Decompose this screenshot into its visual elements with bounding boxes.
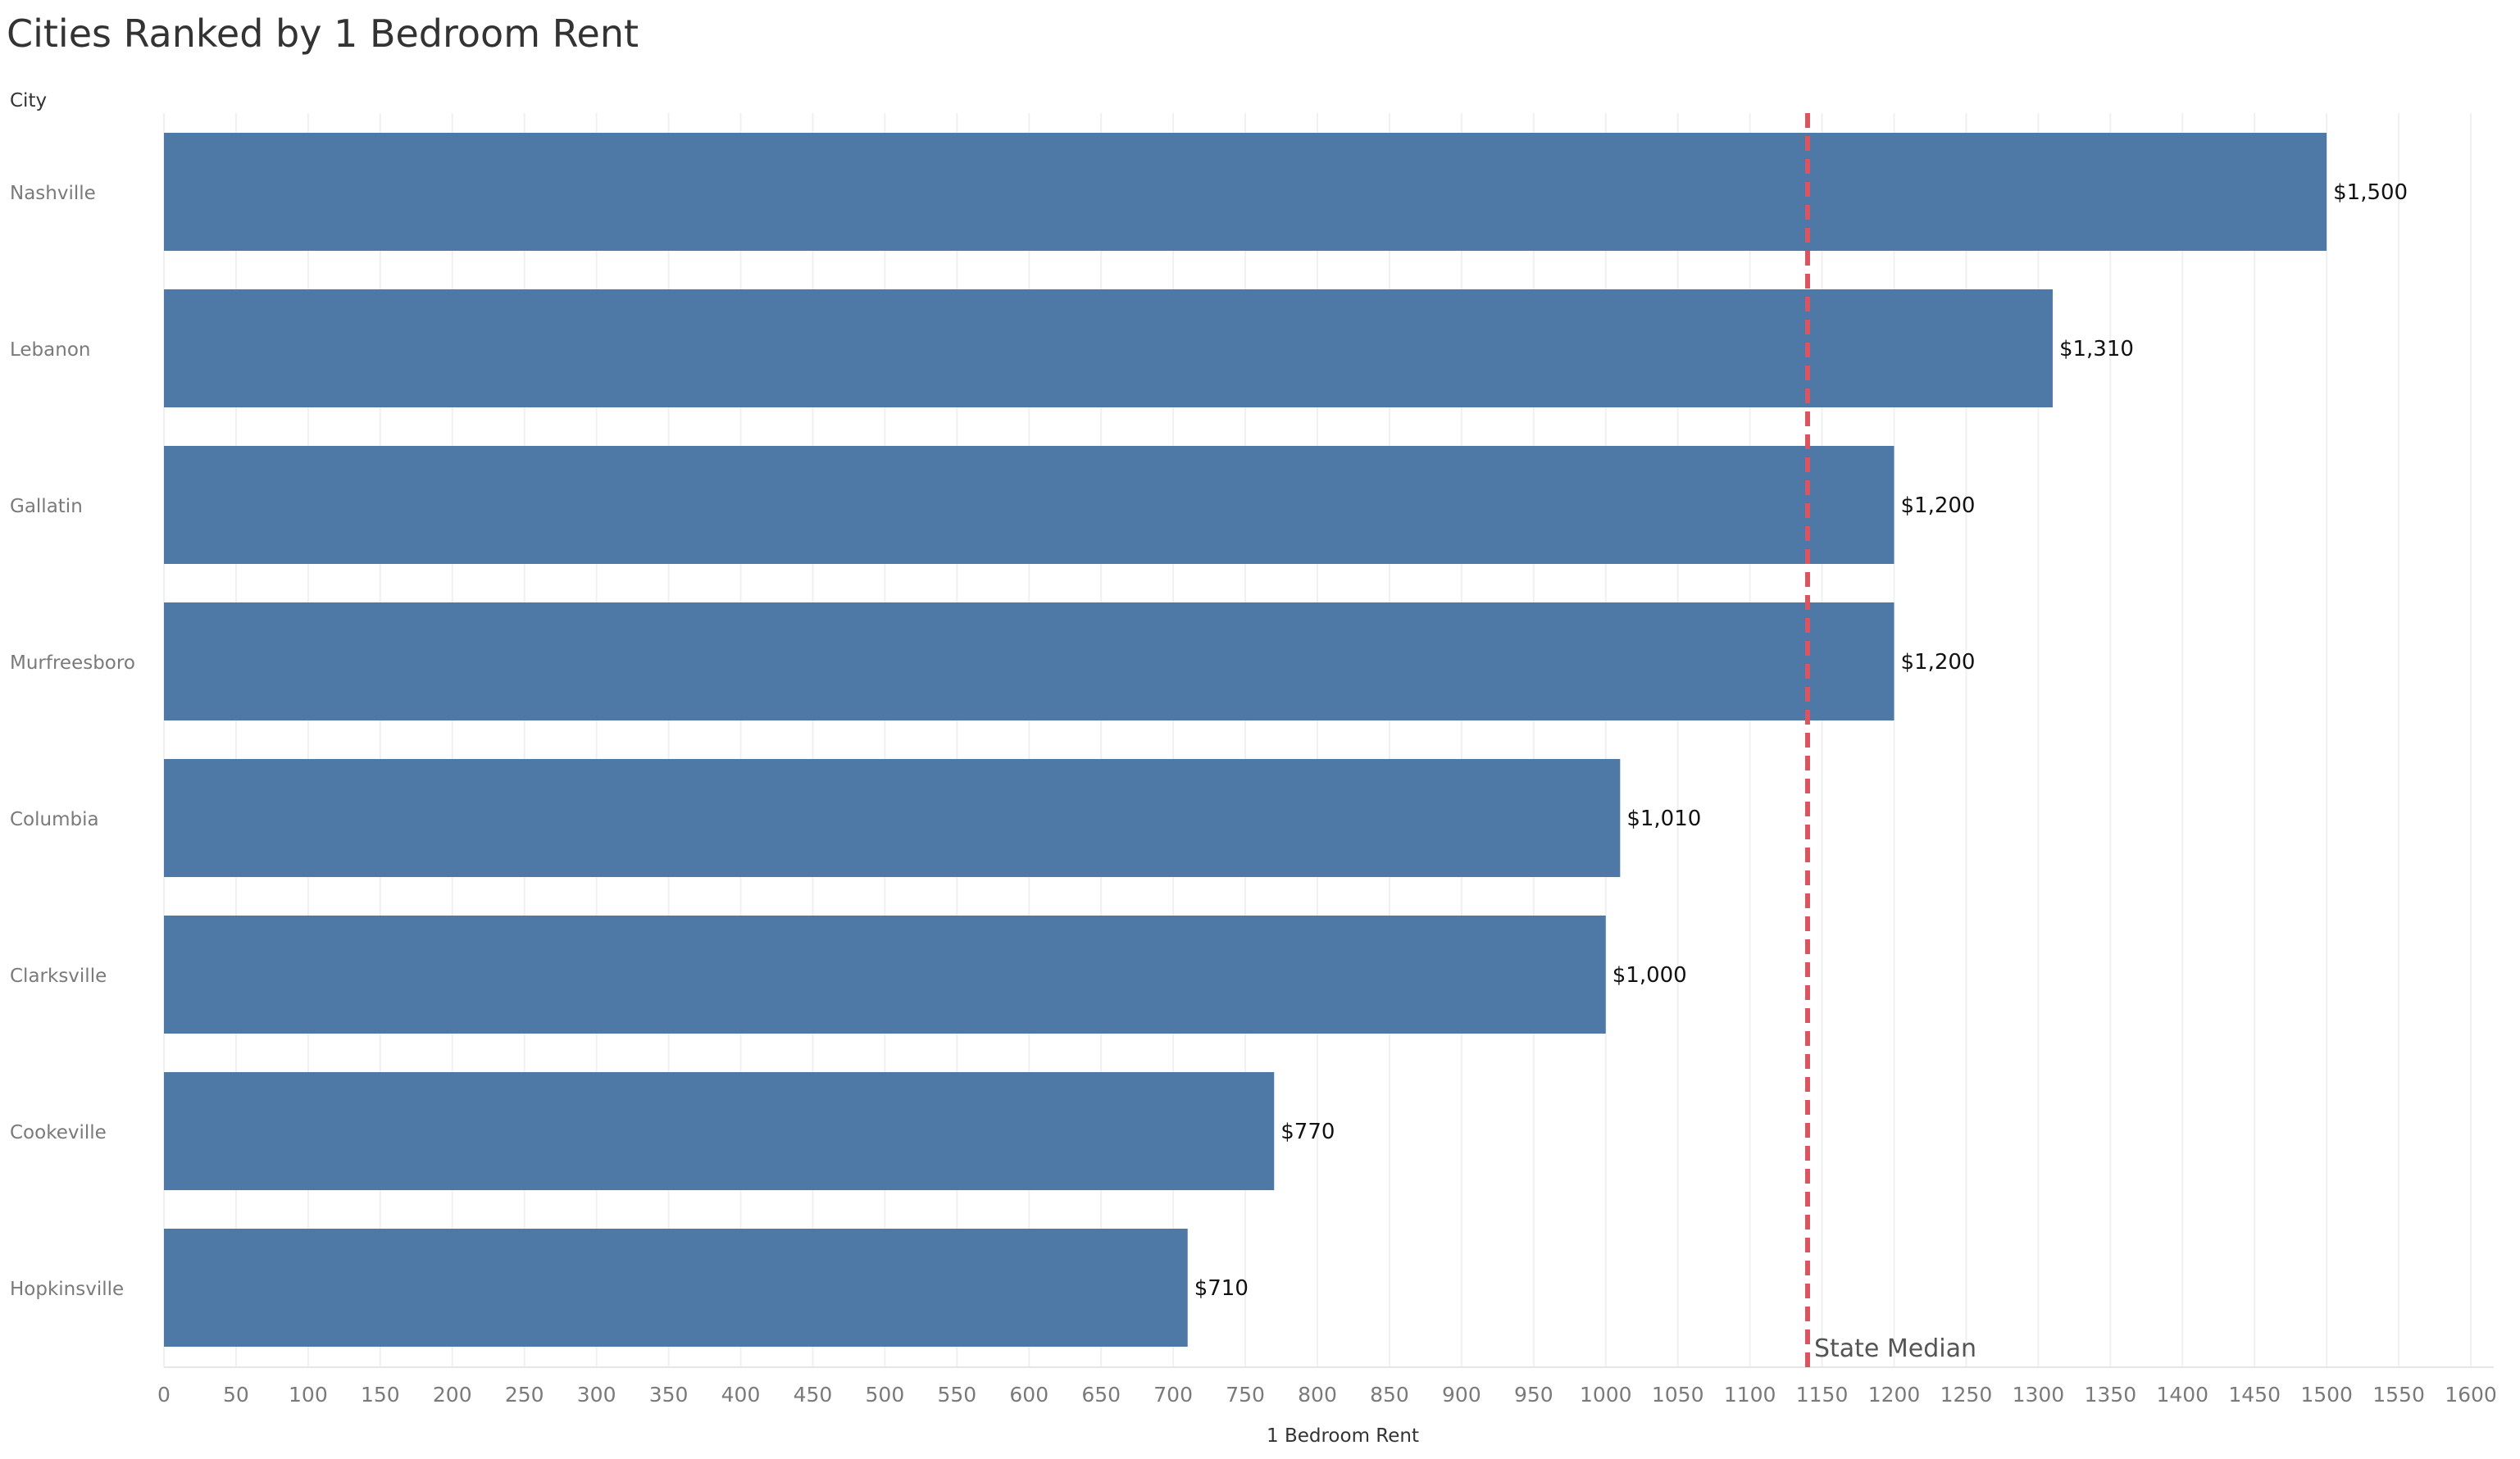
x-tick-label: 0 [157,1383,171,1407]
bar-murfreesboro [164,602,1895,720]
data-label: $1,310 [2059,337,2134,361]
bar-lebanon [164,289,2053,407]
bar-clarksville [164,916,1606,1034]
x-tick-label: 950 [1514,1383,1553,1407]
bar-columbia [164,759,1621,877]
y-axis-title: City [10,90,47,111]
category-label: Murfreesboro [10,652,135,674]
x-tick-label: 100 [289,1383,328,1407]
x-tick-label: 200 [433,1383,472,1407]
x-tick-label: 850 [1370,1383,1409,1407]
data-label: $1,000 [1613,963,1687,988]
x-tick-label: 1400 [2156,1383,2208,1407]
x-tick-label: 550 [937,1383,976,1407]
x-tick-label: 150 [361,1383,400,1407]
category-label: Hopkinsville [10,1279,124,1300]
bar-hopkinsville [164,1229,1188,1347]
x-tick-label: 1050 [1652,1383,1704,1407]
x-tick-label: 1350 [2085,1383,2137,1407]
bar-nashville [164,133,2327,251]
data-label: $1,010 [1626,807,1701,831]
category-label: Cookeville [10,1122,107,1143]
category-label: Gallatin [10,496,83,517]
x-tick-label: 1300 [2013,1383,2065,1407]
x-tick-label: 1200 [1868,1383,1921,1407]
x-tick-label: 50 [223,1383,249,1407]
x-tick-label: 400 [721,1383,761,1407]
x-tick-label: 350 [649,1383,689,1407]
data-label: $770 [1280,1120,1335,1144]
bars [164,133,2327,1347]
x-tick-label: 800 [1298,1383,1337,1407]
x-tick-label: 1450 [2228,1383,2281,1407]
x-tick-label: 300 [577,1383,616,1407]
x-tick-label: 1250 [1940,1383,1993,1407]
x-tick-label: 1000 [1580,1383,1632,1407]
x-tick-label: 750 [1226,1383,1265,1407]
category-label: Lebanon [10,339,90,361]
data-label: $710 [1194,1276,1249,1301]
data-label: $1,200 [1901,493,1976,518]
x-tick-label: 250 [505,1383,544,1407]
x-tick-label: 1500 [2300,1383,2353,1407]
data-label: $1,200 [1901,650,1976,675]
labels: 0 50 100 150 200 250 300 350 400 450 500 550 600 650 7… [10,90,2497,1447]
x-tick-label: 1600 [2445,1383,2497,1407]
bar-gallatin [164,446,1895,564]
bar-cookeville [164,1072,1275,1190]
x-tick-label: 500 [866,1383,905,1407]
x-tick-label: 650 [1081,1383,1121,1407]
x-tick-label: 1150 [1796,1383,1849,1407]
x-tick-label: 1550 [2372,1383,2425,1407]
x-tick-label: 1100 [1724,1383,1776,1407]
category-label: Nashville [10,183,96,204]
x-axis-title: 1 Bedroom Rent [1267,1425,1419,1447]
data-label: $1,500 [2333,180,2408,205]
x-tick-label: 600 [1009,1383,1048,1407]
chart-title: Cities Ranked by 1 Bedroom Rent [7,11,639,56]
category-label: Columbia [10,809,99,830]
state-median-label: State Median [1814,1334,1976,1363]
x-tick-label: 900 [1442,1383,1481,1407]
category-label: Clarksville [10,966,107,987]
x-tick-label: 450 [794,1383,833,1407]
x-tick-label: 700 [1153,1383,1193,1407]
